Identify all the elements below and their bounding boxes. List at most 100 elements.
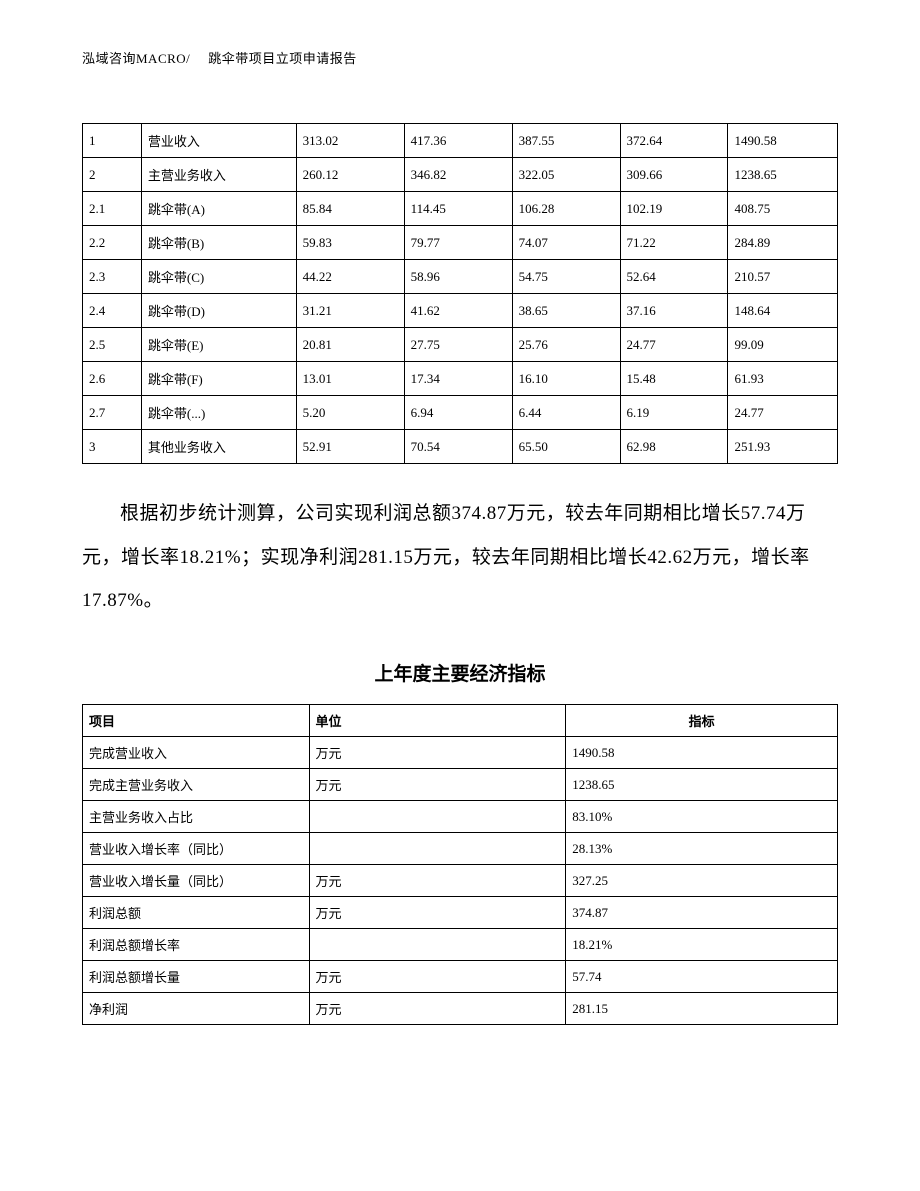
table-cell: [309, 929, 566, 961]
table-cell: 跳伞带(A): [141, 192, 296, 226]
table-cell: 61.93: [728, 362, 838, 396]
table-row: 1营业收入313.02417.36387.55372.641490.58: [83, 124, 838, 158]
table-cell: 417.36: [404, 124, 512, 158]
table-row: 2.6跳伞带(F)13.0117.3416.1015.4861.93: [83, 362, 838, 396]
table-cell: 281.15: [566, 993, 838, 1025]
table-cell: 27.75: [404, 328, 512, 362]
table-cell: 跳伞带(B): [141, 226, 296, 260]
table-cell: 5.20: [296, 396, 404, 430]
table-cell: 408.75: [728, 192, 838, 226]
table-row: 3其他业务收入52.9170.5465.5062.98251.93: [83, 430, 838, 464]
table-cell: 跳伞带(...): [141, 396, 296, 430]
table-cell: 主营业务收入占比: [83, 801, 310, 833]
table-cell: 374.87: [566, 897, 838, 929]
table-cell: 完成主营业务收入: [83, 769, 310, 801]
summary-paragraph: 根据初步统计测算，公司实现利润总额374.87万元，较去年同期相比增长57.74…: [82, 492, 838, 623]
table-cell: 106.28: [512, 192, 620, 226]
table-cell: 25.76: [512, 328, 620, 362]
table-cell: 18.21%: [566, 929, 838, 961]
table-cell: 79.77: [404, 226, 512, 260]
col-project: 项目: [83, 705, 310, 737]
header-right: 跳伞带项目立项申请报告: [208, 51, 357, 66]
table-cell: 372.64: [620, 124, 728, 158]
table-row: 完成主营业务收入万元1238.65: [83, 769, 838, 801]
table-cell: 37.16: [620, 294, 728, 328]
table-cell: 346.82: [404, 158, 512, 192]
revenue-breakdown-table: 1营业收入313.02417.36387.55372.641490.582主营业…: [82, 123, 838, 464]
table-cell: 万元: [309, 865, 566, 897]
col-indicator: 指标: [566, 705, 838, 737]
table-cell: 营业收入增长率（同比）: [83, 833, 310, 865]
table-cell: 3: [83, 430, 142, 464]
table-cell: 38.65: [512, 294, 620, 328]
table-cell: 2.4: [83, 294, 142, 328]
table-cell: 44.22: [296, 260, 404, 294]
table-cell: 2.3: [83, 260, 142, 294]
table-row: 完成营业收入万元1490.58: [83, 737, 838, 769]
table-cell: 309.66: [620, 158, 728, 192]
table-cell: 71.22: [620, 226, 728, 260]
table-cell: 260.12: [296, 158, 404, 192]
table-cell: 万元: [309, 897, 566, 929]
table-cell: 24.77: [728, 396, 838, 430]
table-row: 净利润万元281.15: [83, 993, 838, 1025]
table-cell: 6.44: [512, 396, 620, 430]
table-cell: 万元: [309, 769, 566, 801]
table-cell: 跳伞带(E): [141, 328, 296, 362]
table-cell: 2.6: [83, 362, 142, 396]
table-row: 利润总额万元374.87: [83, 897, 838, 929]
table-cell: 主营业务收入: [141, 158, 296, 192]
table-cell: 313.02: [296, 124, 404, 158]
table-cell: 65.50: [512, 430, 620, 464]
table2-header-row: 项目 单位 指标: [83, 705, 838, 737]
table-cell: 15.48: [620, 362, 728, 396]
table-cell: 74.07: [512, 226, 620, 260]
table-cell: 营业收入: [141, 124, 296, 158]
table-cell: 万元: [309, 961, 566, 993]
table-cell: 万元: [309, 737, 566, 769]
table-cell: 利润总额增长率: [83, 929, 310, 961]
table-cell: 102.19: [620, 192, 728, 226]
table-cell: 净利润: [83, 993, 310, 1025]
table-cell: 114.45: [404, 192, 512, 226]
table-cell: 2.7: [83, 396, 142, 430]
table-cell: 2.2: [83, 226, 142, 260]
table-cell: 1: [83, 124, 142, 158]
table-row: 利润总额增长量万元57.74: [83, 961, 838, 993]
table-cell: 70.54: [404, 430, 512, 464]
table-cell: 1238.65: [566, 769, 838, 801]
table-cell: [309, 833, 566, 865]
table-cell: 251.93: [728, 430, 838, 464]
table-cell: 59.83: [296, 226, 404, 260]
table-cell: 1490.58: [566, 737, 838, 769]
table-row: 营业收入增长率（同比） 28.13%: [83, 833, 838, 865]
table-cell: 1238.65: [728, 158, 838, 192]
table-cell: 62.98: [620, 430, 728, 464]
table-cell: 54.75: [512, 260, 620, 294]
table2-title: 上年度主要经济指标: [82, 659, 838, 686]
table-cell: 83.10%: [566, 801, 838, 833]
header-left: 泓域咨询MACRO/: [82, 51, 190, 66]
table-cell: 2.5: [83, 328, 142, 362]
table-row: 利润总额增长率 18.21%: [83, 929, 838, 961]
table-cell: 99.09: [728, 328, 838, 362]
table-cell: 31.21: [296, 294, 404, 328]
table-cell: 跳伞带(D): [141, 294, 296, 328]
economic-indicators-table: 项目 单位 指标 完成营业收入万元1490.58完成主营业务收入万元1238.6…: [82, 704, 838, 1025]
table-cell: 387.55: [512, 124, 620, 158]
table-cell: 17.34: [404, 362, 512, 396]
table-cell: 万元: [309, 993, 566, 1025]
table-cell: 24.77: [620, 328, 728, 362]
table-cell: 58.96: [404, 260, 512, 294]
table-row: 2.4跳伞带(D)31.2141.6238.6537.16148.64: [83, 294, 838, 328]
table-cell: 完成营业收入: [83, 737, 310, 769]
table-cell: 52.64: [620, 260, 728, 294]
table-cell: 6.94: [404, 396, 512, 430]
table-cell: 其他业务收入: [141, 430, 296, 464]
table-row: 2.1跳伞带(A)85.84114.45106.28102.19408.75: [83, 192, 838, 226]
table-cell: 28.13%: [566, 833, 838, 865]
table-cell: 16.10: [512, 362, 620, 396]
table-row: 主营业务收入占比 83.10%: [83, 801, 838, 833]
table-cell: 57.74: [566, 961, 838, 993]
page-header: 泓域咨询MACRO/跳伞带项目立项申请报告: [82, 48, 838, 67]
